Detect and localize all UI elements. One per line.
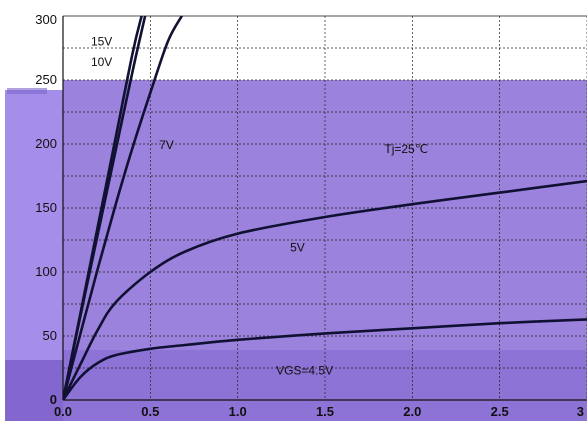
y-tick-label: 50 <box>43 328 57 343</box>
y-tick-label: 250 <box>35 72 57 87</box>
x-tick-label: 0.5 <box>141 404 159 419</box>
y-tick-labels: 0 50 100 150 200 250 300 <box>35 12 57 407</box>
axes <box>62 15 587 401</box>
series-line-vgs-4-5v <box>63 318 587 400</box>
y-tick-label: 100 <box>35 264 57 279</box>
x-tick-label: 2.5 <box>491 404 509 419</box>
x-tick-labels: 0.0 0.5 1.0 1.5 2.0 2.5 3 <box>54 404 584 419</box>
x-tick-label: 1.0 <box>229 404 247 419</box>
annotation-label: Tj=25℃ <box>384 142 428 156</box>
overlay-bottom-left <box>5 360 63 421</box>
y-tick-label: 0 <box>50 392 57 407</box>
x-tick-label: 3 <box>577 404 584 419</box>
series-line-5v <box>63 179 587 400</box>
series-line-7v <box>63 16 184 400</box>
curve-annotations: 15V 10V 7V Tj=25℃ 5V VGS=4.5V <box>91 34 428 377</box>
x-tick-label: 1.5 <box>316 404 334 419</box>
annotation-label: 10V <box>91 55 112 69</box>
annotation-label: 5V <box>290 241 305 255</box>
annotation-label: 7V <box>159 138 174 152</box>
annotation-label: VGS=4.5V <box>276 363 333 377</box>
annotation-label: 15V <box>91 34 112 48</box>
series-line-10v <box>63 16 147 400</box>
y-tick-label: 300 <box>35 12 57 27</box>
y-tick-label: 200 <box>35 136 57 151</box>
x-tick-label: 2.0 <box>403 404 421 419</box>
y-tick-label: 150 <box>35 200 57 215</box>
overlay-top-left-tab <box>7 88 47 94</box>
x-tick-label: 0.0 <box>54 404 72 419</box>
series-curves <box>63 16 587 400</box>
grid-lines <box>63 16 587 400</box>
